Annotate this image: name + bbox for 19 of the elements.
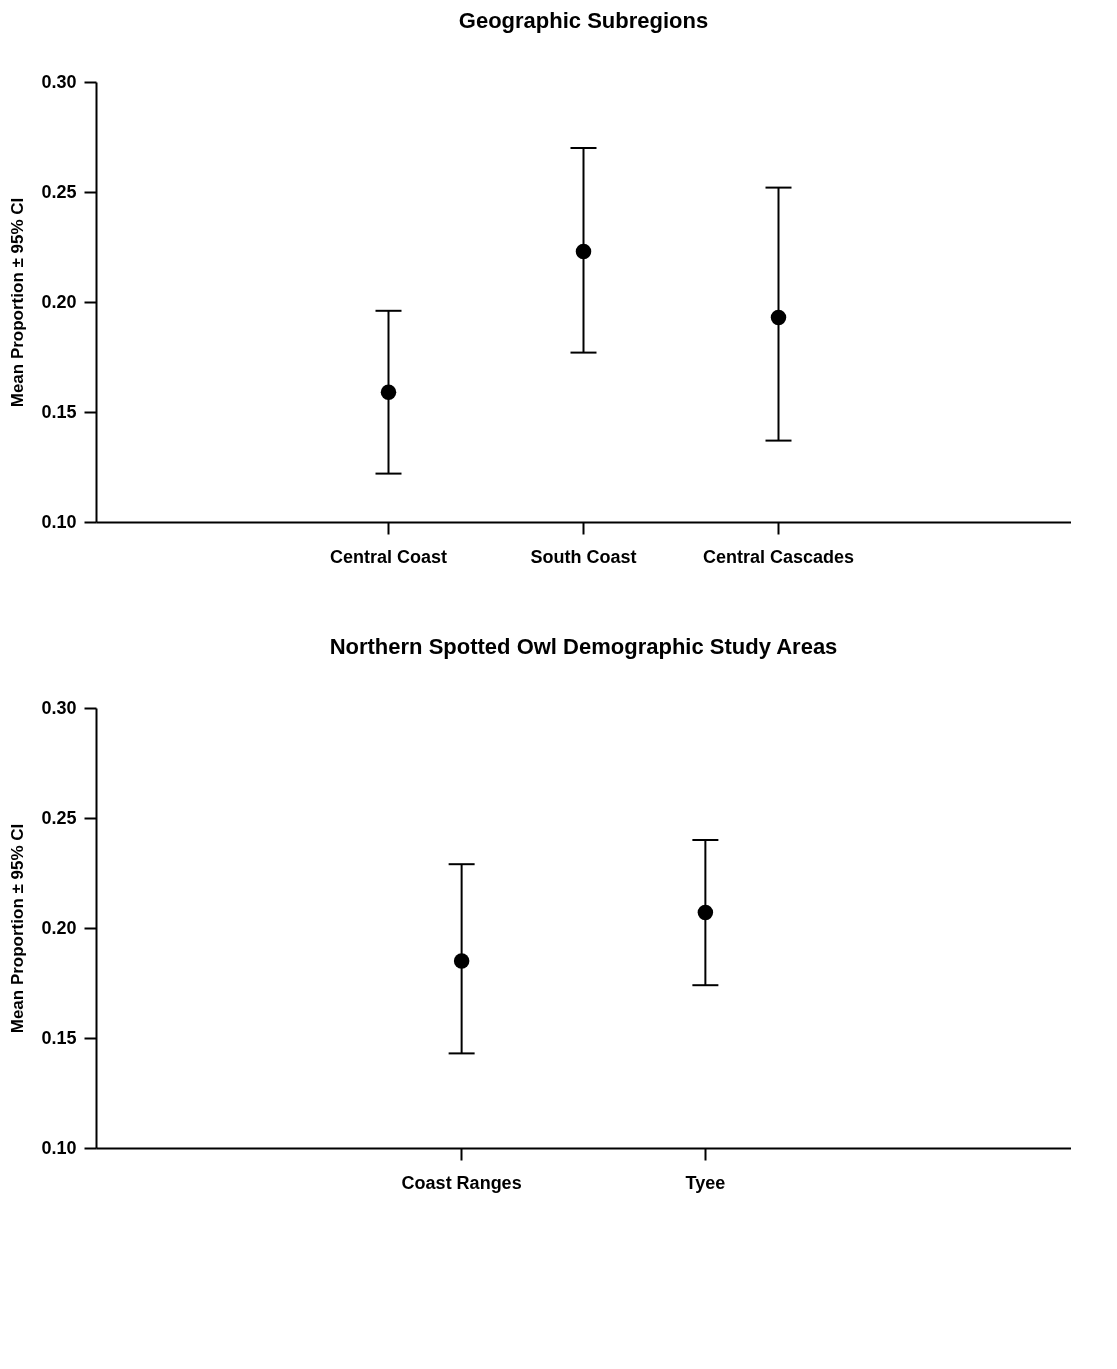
y-axis-title: Mean Proportion ± 95% CI bbox=[8, 197, 28, 408]
y-tick-label: 0.10 bbox=[41, 1137, 77, 1158]
chart-title: Geographic Subregions bbox=[458, 8, 709, 33]
y-tick-label: 0.30 bbox=[41, 697, 77, 718]
y-tick-label: 0.25 bbox=[41, 181, 77, 202]
y-tick-label: 0.15 bbox=[41, 1027, 77, 1048]
y-tick-label: 0.10 bbox=[41, 511, 77, 532]
y-tick-label: 0.15 bbox=[41, 401, 77, 422]
y-tick-label: 0.25 bbox=[41, 807, 77, 828]
x-tick-label: Tyee bbox=[685, 1172, 726, 1193]
y-tick-label: 0.30 bbox=[41, 71, 77, 92]
x-tick-label: Coast Ranges bbox=[401, 1172, 522, 1193]
x-tick-label: Central Coast bbox=[329, 546, 448, 567]
y-tick-label: 0.20 bbox=[41, 917, 77, 938]
chart-title: Northern Spotted Owl Demographic Study Areas bbox=[329, 634, 838, 659]
y-axis-title: Mean Proportion ± 95% CI bbox=[8, 823, 28, 1034]
x-tick-label: South Coast bbox=[530, 546, 637, 567]
x-tick-label: Central Cascades bbox=[702, 546, 855, 567]
y-tick-label: 0.20 bbox=[41, 291, 77, 312]
